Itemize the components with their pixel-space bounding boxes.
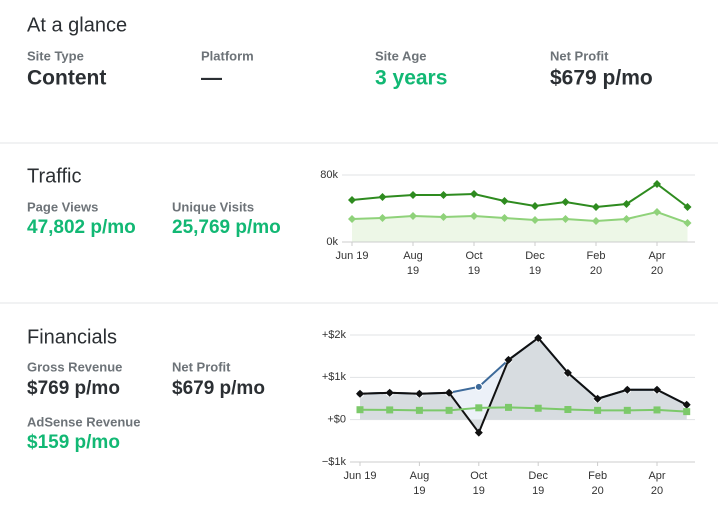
marker [622,214,631,223]
y-tick-label: +$2k [322,329,347,341]
marker [445,406,453,414]
marker [470,190,478,199]
marker [682,400,691,409]
stat-value: $679 p/mo [172,378,265,399]
marker [653,179,661,188]
stat-value: 25,769 p/mo [172,217,281,238]
stat-label: AdSense Revenue [27,414,140,429]
x-tick-label: Apr 20 [648,250,665,277]
marker [531,215,539,224]
marker [653,385,661,394]
x-tick-label: Oct 19 [470,470,487,497]
stat-value: — [201,67,222,90]
marker [592,202,600,211]
y-tick-label: 80k [320,169,338,181]
marker [348,214,356,223]
marker [386,406,394,414]
marker [475,404,483,412]
x-tick-label: Dec 19 [528,470,548,497]
marker [474,428,483,437]
marker [683,202,692,211]
marker [500,213,509,222]
marker [474,382,483,391]
stat-label: Unique Visits [172,199,254,214]
stat-label: Net Profit [550,48,609,63]
marker [439,191,448,200]
marker [563,368,572,377]
marker [593,394,602,403]
marker [378,193,387,202]
area [360,338,687,433]
stat-label: Gross Revenue [27,359,122,374]
x-tick-label: Feb 20 [588,470,607,497]
marker [653,406,661,414]
marker [415,389,424,398]
y-tick-label: +$1k [322,371,347,383]
line [359,336,688,435]
y-tick-label: 0k [326,236,338,248]
line [351,210,688,224]
marker [348,196,356,205]
marker [564,406,572,414]
marker [683,218,692,227]
marker [594,406,602,414]
marker [683,408,691,416]
x-tick-label: Jun 19 [343,470,376,482]
y-tick-label: +$0 [327,414,346,426]
section-title: Financials [27,326,117,348]
stat-value: $159 p/mo [27,432,120,453]
line [359,406,687,413]
line [351,182,689,209]
marker [356,389,364,398]
marker [378,213,387,222]
marker [653,208,661,217]
section-title: At a glance [27,14,127,36]
stat-value: 3 years [375,67,447,90]
marker [622,199,631,208]
y-tick-label: −$1k [322,456,347,468]
marker [439,212,448,221]
x-tick-label: Oct 19 [465,250,482,277]
marker [505,403,512,411]
stat-label: Platform [201,48,254,63]
marker [561,197,570,206]
x-tick-label: Dec 19 [525,250,545,277]
marker [356,406,364,414]
marker [504,355,513,364]
marker [623,385,632,394]
area [352,212,688,242]
stat-label: Site Age [375,48,427,63]
marker [415,406,423,414]
marker [534,334,543,343]
stat-value: Content [27,67,106,90]
marker [470,212,478,221]
x-tick-label: Jun 19 [335,250,368,262]
stat-value: 47,802 p/mo [27,217,136,238]
marker [385,388,394,397]
stat-label: Page Views [27,199,98,214]
marker [500,196,509,205]
marker [445,388,454,397]
marker [534,404,542,412]
x-tick-label: Aug 19 [410,470,430,497]
x-tick-label: Apr 20 [648,470,665,497]
stat-value: $679 p/mo [550,67,653,90]
x-tick-label: Aug 19 [403,250,423,277]
marker [409,191,417,200]
stat-label: Site Type [27,48,84,63]
stat-value: $769 p/mo [27,378,120,399]
marker [561,214,570,223]
section-title: Traffic [27,165,81,187]
marker [592,216,600,225]
x-tick-label: Feb 20 [587,250,606,277]
marker [623,406,631,414]
stat-label: Net Profit [172,359,231,374]
marker [531,201,539,210]
marker [409,212,417,221]
